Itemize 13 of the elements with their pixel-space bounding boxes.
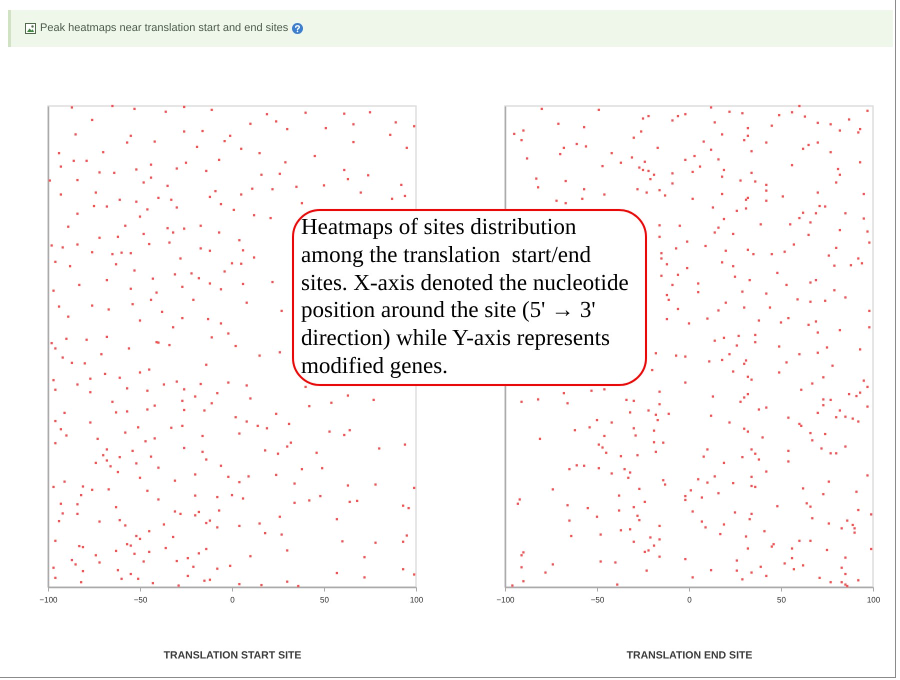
- chart-title: Peak heatmaps near translation start and end sites: [40, 22, 288, 35]
- x-tick-label: 0: [230, 596, 236, 604]
- x-tick-label: 100: [410, 596, 424, 604]
- x-axis-title: TRANSLATION START SITE: [164, 650, 302, 662]
- x-tick-label: 50: [777, 596, 786, 604]
- x-tick-label: −50: [590, 596, 605, 604]
- x-tick-label: 100: [866, 596, 881, 604]
- x-tick-label: 50: [320, 596, 330, 604]
- x-tick-label: −100: [496, 596, 516, 604]
- x-tick-label: 0: [687, 596, 692, 604]
- x-tick-label: −50: [134, 596, 148, 604]
- x-axis-title: TRANSLATION END SITE: [626, 650, 752, 662]
- x-tick-label: −100: [39, 596, 58, 604]
